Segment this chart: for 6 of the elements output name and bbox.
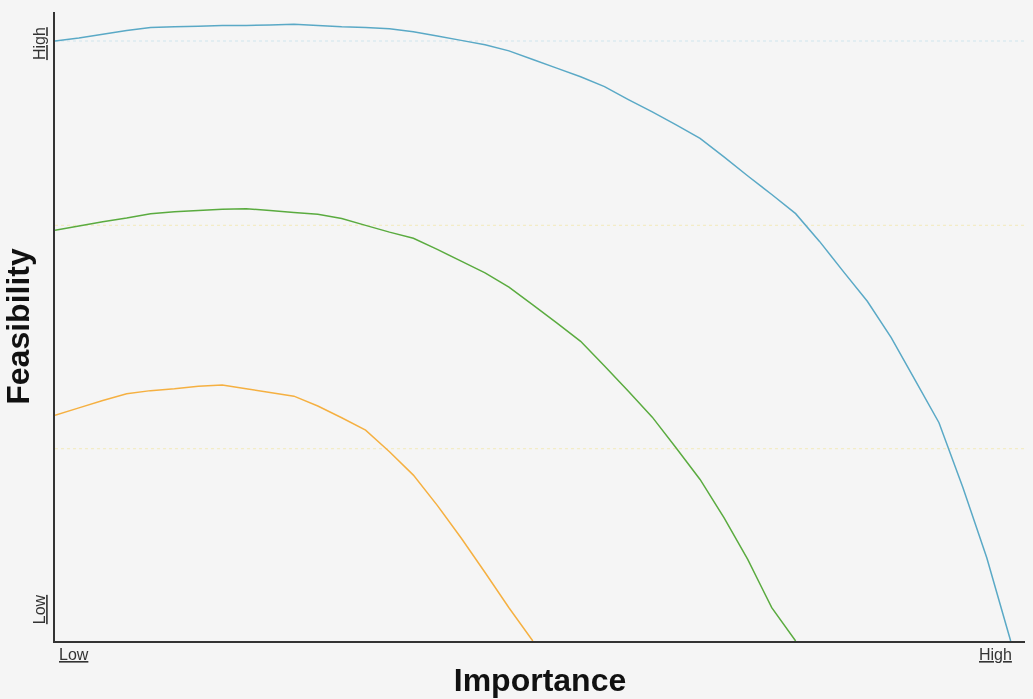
y-axis-title: Feasibility [0, 248, 36, 405]
x-axis-title: Importance [453, 662, 627, 699]
text: Low [59, 646, 89, 663]
text: Low [31, 594, 49, 625]
text: High [979, 646, 1012, 663]
text: High [31, 27, 49, 61]
